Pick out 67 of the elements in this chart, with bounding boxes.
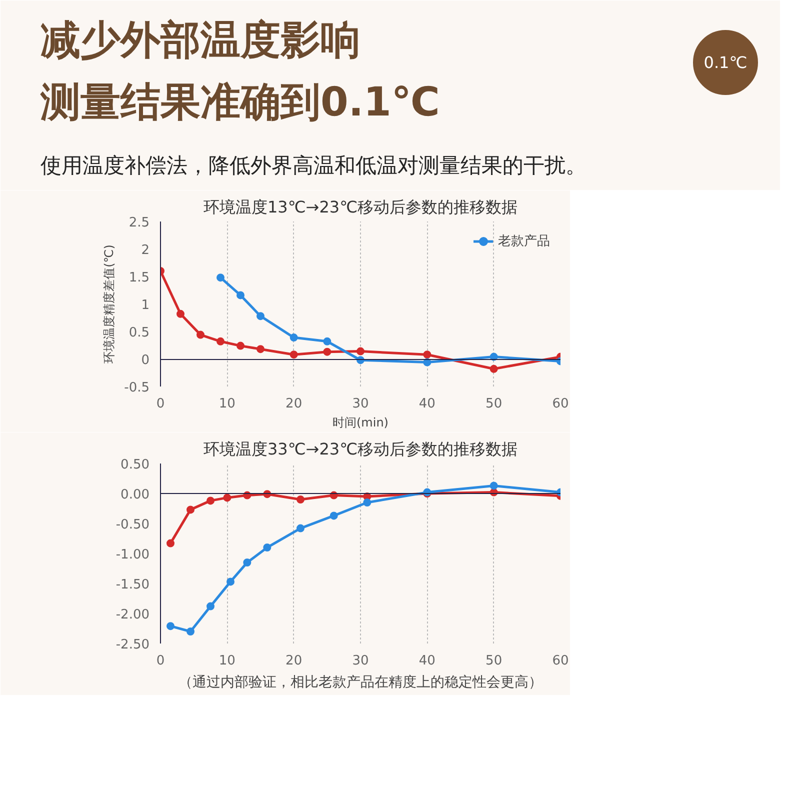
point [206,602,214,610]
point [290,334,298,342]
y-tick-label: -2.00 [116,608,150,622]
point [166,622,174,630]
text: 使用温度补偿法，降低外界高温和低温对测量结果的干扰。 [40,154,586,178]
x-tick-label: 50 [486,654,502,668]
point [186,628,194,636]
point [323,348,332,356]
point [263,544,272,552]
point [166,539,174,548]
y-tick-label: -2.50 [116,638,150,652]
point [206,496,214,505]
point [296,524,304,532]
chart-title: 环境温度33℃→23℃移动后参数的推移数据 [203,440,518,458]
y-tick-label: -0.5 [124,380,150,396]
x-tick-label: 30 [352,654,369,668]
point [186,506,194,514]
x-tick-label: 40 [418,396,436,412]
point [490,364,498,373]
x-tick-label: 10 [218,654,236,668]
y-tick-label: -0.50 [116,518,150,532]
point [216,274,224,282]
point [216,337,224,346]
point [323,337,332,346]
legend-label: 老款产品 [498,233,550,250]
y-tick-label: 2 [141,243,150,258]
point [256,312,264,320]
point [236,291,244,300]
point [176,310,184,318]
point [223,494,232,502]
y-tick-label: 0.00 [120,488,150,502]
x-axis-title: 时间(min) [332,416,389,430]
y-axis-title: 环境温度精度差值(℃) [102,244,116,364]
point [490,482,498,490]
point [290,350,298,359]
text: 0.1℃ [704,53,748,72]
point [363,498,372,506]
x-tick-label: 40 [418,654,436,668]
point [423,350,432,359]
text: 减少外部温度影响测量结果准确到0.1℃ [40,18,440,126]
x-tick-label: 60 [552,396,569,412]
point [236,342,244,350]
y-tick-label: 1 [141,298,150,313]
x-tick-label: 10 [218,396,236,412]
y-tick-label: -1.50 [116,578,150,592]
x-tick-label: 20 [286,396,302,412]
y-tick-label: 0.5 [128,326,150,340]
x-tick-label: 60 [552,654,569,668]
point [356,347,364,356]
point [196,330,204,339]
x-tick-label: 30 [352,396,369,412]
text: （通过内部验证，相比老款产品在精度上的稳定性会更高） [178,674,542,690]
point [243,558,252,566]
point [226,578,234,586]
x-tick-label: 20 [286,654,302,668]
y-tick-label: -1.00 [116,548,150,562]
point [330,512,338,520]
y-tick-label: 2.5 [128,216,150,230]
chart-title: 环境温度13℃→23℃移动后参数的推移数据 [203,198,518,216]
y-tick-label: 1.5 [128,270,150,286]
x-tick-label: 0 [156,396,165,412]
point [296,496,304,504]
y-tick-label: 0.50 [120,458,150,472]
y-tick-label: 0 [141,353,150,368]
point [256,345,264,354]
x-tick-label: 50 [486,396,502,412]
x-tick-label: 0 [156,654,165,668]
